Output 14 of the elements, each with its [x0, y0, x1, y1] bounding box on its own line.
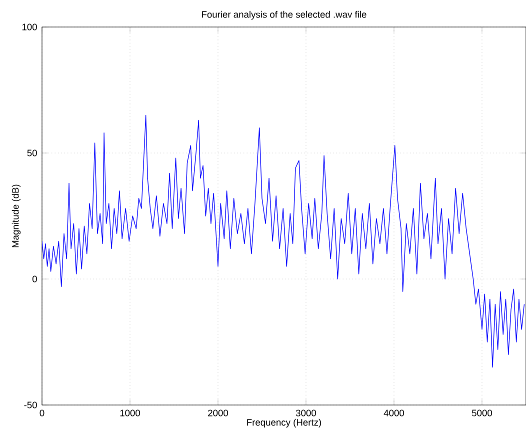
x-tick-label: 1000 [120, 410, 140, 416]
line-series [42, 114, 525, 368]
x-axis-title: Frequency (Hertz) [247, 418, 322, 428]
y-tick-label: 50 [27, 150, 37, 156]
y-axis-title: Magnitude (dB) [12, 184, 21, 248]
y-tick-label: -50 [24, 402, 37, 408]
y-tick-label: 0 [32, 276, 37, 282]
x-tick-label: 3000 [296, 410, 316, 416]
x-tick-label: 0 [40, 410, 44, 416]
x-tick-label: 2000 [208, 410, 228, 416]
x-tick-label: 5000 [472, 410, 492, 416]
x-tick-label: 4000 [384, 410, 404, 416]
y-tick-label: 100 [22, 24, 37, 30]
chart-title: Fourier analysis of the selected .wav file [202, 10, 366, 20]
